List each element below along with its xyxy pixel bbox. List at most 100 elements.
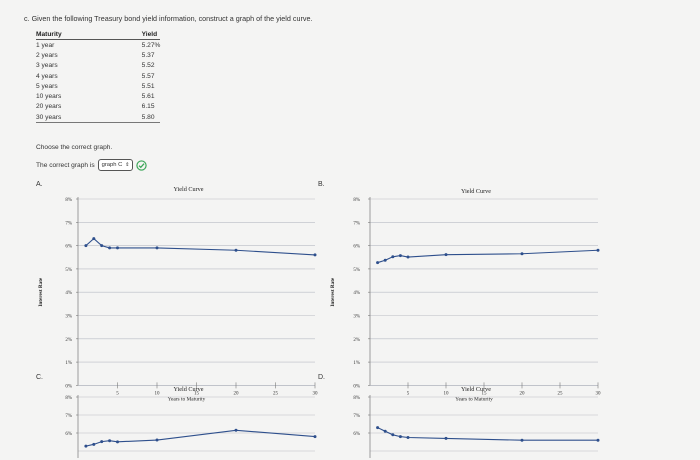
y-axis-label: Interest Rate: [330, 277, 336, 307]
y-tick-label: 2%: [353, 338, 360, 343]
panel-label-c[interactable]: C.: [36, 374, 43, 381]
panel-label-a[interactable]: A.: [36, 181, 43, 188]
yield-table: Maturity Yield 1 year 5.27% 2 years 5.37 3 y…: [36, 31, 161, 124]
y-tick-label: 3%: [65, 315, 72, 320]
data-point: [383, 258, 387, 262]
data-point: [520, 438, 524, 442]
x-tick-label: 20: [520, 391, 526, 396]
yield-cell: 5.37: [141, 51, 155, 59]
panel-label-b[interactable]: B.: [318, 181, 325, 188]
x-tick-label: 5: [407, 391, 410, 396]
panel-label-d[interactable]: D.: [318, 374, 325, 381]
y-tick-label: 4%: [65, 291, 72, 296]
table-row: 2 years 5.37: [36, 50, 160, 60]
answer-label: The correct graph is: [36, 161, 95, 169]
y-tick-label: 2%: [65, 338, 72, 343]
data-point: [100, 440, 104, 444]
y-tick-label: 1%: [353, 361, 360, 366]
data-point: [398, 435, 402, 439]
yield-cell: 6.15: [141, 103, 155, 111]
graph-select[interactable]: graph C ⇕: [97, 159, 134, 171]
data-point: [596, 248, 600, 252]
data-point: [155, 438, 159, 442]
select-arrows-icon: ⇕: [125, 162, 130, 168]
y-tick-label: 1%: [65, 361, 72, 366]
y-tick-label: 0%: [353, 384, 360, 389]
data-point: [444, 436, 448, 440]
y-tick-label: 6%: [353, 432, 360, 437]
data-point: [84, 444, 88, 448]
y-tick-label: 7%: [353, 221, 360, 226]
table-row: 3 years 5.52: [36, 61, 160, 71]
y-tick-label: 6%: [353, 245, 360, 250]
table-row: 4 years 5.57: [36, 71, 160, 81]
chart-panel-d: Yield Curve 6% 7% 8%: [353, 386, 600, 458]
data-point: [444, 253, 448, 257]
y-tick-label: 5%: [353, 268, 360, 273]
y-tick-label: 5%: [65, 268, 72, 273]
x-tick-label: 15: [482, 391, 488, 396]
yield-cell: 5.52: [141, 62, 155, 70]
y-tick-label: 0%: [65, 384, 72, 389]
x-tick-label: 25: [558, 391, 564, 396]
x-tick-label: 10: [155, 391, 161, 396]
yield-cell: 5.61: [141, 93, 155, 101]
data-point: [100, 244, 104, 248]
table-row: 20 years 6.15: [36, 102, 160, 112]
maturity-cell: 1 year: [36, 41, 55, 49]
chart-panel-c: Yield Curve 6% 7% 8%: [65, 386, 317, 458]
y-tick-label: 7%: [65, 414, 72, 419]
x-axis-label: Years to Maturity: [168, 396, 206, 402]
chart-panel-a: Yield Curve 0% 1% 2% 3% 4% 5% 6% 7% 8% 5 10 15 20 25 30…: [38, 186, 318, 402]
data-point: [376, 261, 380, 265]
choose-instruction: Choose the correct graph.: [36, 144, 113, 151]
y-axis-label: Interest Rate: [38, 277, 44, 307]
data-point: [406, 255, 410, 259]
maturity-cell: 3 years: [36, 62, 58, 70]
x-tick-label: 25: [273, 391, 279, 396]
y-tick-label: 8%: [65, 396, 72, 401]
data-point: [398, 254, 402, 258]
y-tick-label: 8%: [353, 198, 360, 203]
data-point: [92, 442, 96, 446]
y-tick-label: 6%: [65, 432, 72, 437]
x-tick-label: 5: [116, 391, 119, 396]
data-point: [596, 438, 600, 442]
data-point: [92, 237, 96, 241]
maturity-cell: 10 years: [36, 93, 62, 101]
data-point: [406, 436, 410, 439]
data-point: [116, 246, 119, 250]
x-axis-label: Years to Maturity: [455, 396, 493, 402]
series-line: [377, 249, 599, 264]
chart-title: Yield Curve: [173, 386, 203, 393]
answer-row: The correct graph is graph C ⇕: [36, 159, 148, 171]
yield-cell: 5.51: [141, 82, 155, 90]
table-row: 5 years 5.51: [36, 81, 160, 91]
data-point: [116, 440, 119, 444]
series-line: [85, 429, 316, 447]
data-point: [391, 433, 395, 437]
data-point: [391, 255, 395, 259]
question-prompt: c. Given the following Treasury bond yie…: [24, 14, 313, 23]
yield-cell: 5.57: [141, 72, 155, 80]
data-point: [108, 246, 112, 250]
data-point: [84, 244, 88, 248]
maturity-cell: 5 years: [36, 82, 58, 90]
table-header-yield: Yield: [61, 31, 161, 40]
series-line: [85, 237, 316, 256]
yield-cell: 5.80: [61, 112, 161, 124]
check-circle-icon: [136, 159, 148, 171]
data-point: [234, 428, 238, 432]
chart-title: Yield Curve: [173, 186, 203, 193]
maturity-cell: 4 years: [36, 72, 58, 80]
table-row: 1 year 5.27%: [36, 40, 160, 51]
x-tick-label: 20: [234, 391, 240, 396]
y-tick-label: 7%: [65, 221, 72, 226]
x-tick-label: 30: [596, 391, 602, 396]
x-tick-label: 10: [444, 391, 450, 396]
data-point: [376, 426, 380, 430]
y-tick-label: 8%: [353, 396, 360, 401]
data-point: [520, 252, 524, 256]
y-tick-label: 6%: [65, 245, 72, 250]
